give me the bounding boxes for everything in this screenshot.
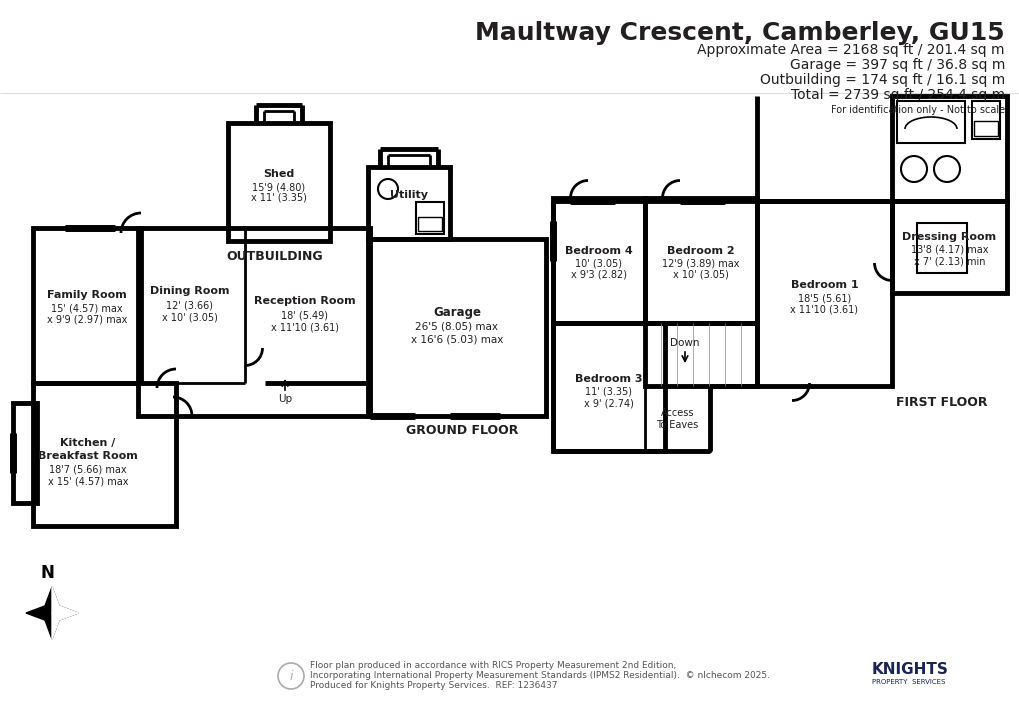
Text: x 7' (2.13) min: x 7' (2.13) min xyxy=(913,257,984,267)
Bar xyxy=(33,228,141,383)
Text: For identification only - Not to scale: For identification only - Not to scale xyxy=(830,105,1004,115)
Bar xyxy=(368,167,449,239)
Text: x 9' (2.74): x 9' (2.74) xyxy=(584,398,634,408)
Text: Garage: Garage xyxy=(433,306,481,319)
Text: x 16'6 (5.03) max: x 16'6 (5.03) max xyxy=(411,335,502,345)
Text: x 9'9 (2.97) max: x 9'9 (2.97) max xyxy=(47,314,127,324)
Text: 15' (4.57) max: 15' (4.57) max xyxy=(51,304,122,314)
Text: Produced for Knights Property Services.  REF: 1236437: Produced for Knights Property Services. … xyxy=(310,681,557,691)
Bar xyxy=(892,96,1006,201)
Text: Garage = 397 sq ft / 36.8 sq m: Garage = 397 sq ft / 36.8 sq m xyxy=(789,58,1004,72)
Text: x 10' (3.05): x 10' (3.05) xyxy=(162,312,218,322)
Bar xyxy=(971,101,999,139)
Text: Approximate Area = 2168 sq ft / 201.4 sq m: Approximate Area = 2168 sq ft / 201.4 sq… xyxy=(697,43,1004,57)
Text: Dressing Room: Dressing Room xyxy=(902,232,996,242)
Bar xyxy=(756,201,892,386)
Text: 12'9 (3.89) max: 12'9 (3.89) max xyxy=(661,259,739,268)
Text: 12' (3.66): 12' (3.66) xyxy=(166,300,213,310)
Bar xyxy=(138,228,370,416)
Text: Incorporating International Property Measurement Standards (IPMS2 Residential). : Incorporating International Property Mea… xyxy=(310,671,769,681)
Polygon shape xyxy=(52,613,77,639)
Bar xyxy=(33,383,176,526)
Text: Bedroom 2: Bedroom 2 xyxy=(666,245,734,255)
Text: Bedroom 3: Bedroom 3 xyxy=(575,374,642,384)
Text: Reception Room: Reception Room xyxy=(254,296,356,306)
Text: FIRST FLOOR: FIRST FLOOR xyxy=(896,397,986,410)
Bar xyxy=(644,198,756,323)
Text: KNIGHTS: KNIGHTS xyxy=(871,661,948,676)
Bar xyxy=(892,201,1006,293)
Text: 26'5 (8.05) max: 26'5 (8.05) max xyxy=(415,322,498,332)
Bar xyxy=(13,403,37,503)
Bar xyxy=(644,323,756,386)
Text: Total = 2739 sq ft / 254.4 sq m: Total = 2739 sq ft / 254.4 sq m xyxy=(790,88,1004,102)
Text: Utility: Utility xyxy=(389,190,428,200)
Text: 18'7 (5.66) max: 18'7 (5.66) max xyxy=(49,465,126,475)
Text: 13'8 (4.17) max: 13'8 (4.17) max xyxy=(910,245,987,255)
Text: Dining Room: Dining Room xyxy=(150,286,229,296)
Text: OUTBUILDING: OUTBUILDING xyxy=(226,249,323,262)
Polygon shape xyxy=(52,587,77,613)
Text: x 9'3 (2.82): x 9'3 (2.82) xyxy=(571,270,627,280)
Text: Floor plan produced in accordance with RICS Property Measurement 2nd Edition,: Floor plan produced in accordance with R… xyxy=(310,661,676,671)
Text: 18' (5.49): 18' (5.49) xyxy=(281,310,328,320)
Text: Kitchen /: Kitchen / xyxy=(60,438,115,448)
Text: PROPERTY  SERVICES: PROPERTY SERVICES xyxy=(871,679,945,685)
Text: 11' (3.35): 11' (3.35) xyxy=(585,387,632,397)
Text: Family Room: Family Room xyxy=(47,291,126,301)
Bar xyxy=(228,123,330,241)
Text: Down: Down xyxy=(669,338,699,348)
Bar xyxy=(644,386,709,451)
Bar xyxy=(916,223,966,273)
Bar xyxy=(896,101,964,143)
Text: 18'5 (5.61): 18'5 (5.61) xyxy=(797,293,850,304)
Text: x 10' (3.05): x 10' (3.05) xyxy=(673,270,729,280)
Text: Maultway Crescent, Camberley, GU15: Maultway Crescent, Camberley, GU15 xyxy=(475,21,1004,45)
Text: N: N xyxy=(40,564,54,582)
Text: x 11' (3.35): x 11' (3.35) xyxy=(251,193,307,203)
Bar xyxy=(552,198,644,323)
Text: GROUND FLOOR: GROUND FLOOR xyxy=(406,425,518,438)
Text: Bedroom 4: Bedroom 4 xyxy=(565,245,632,255)
Text: i: i xyxy=(289,670,292,683)
Text: Outbuilding = 174 sq ft / 16.1 sq m: Outbuilding = 174 sq ft / 16.1 sq m xyxy=(759,73,1004,87)
Text: Shed: Shed xyxy=(263,169,294,179)
Text: x 11'10 (3.61): x 11'10 (3.61) xyxy=(271,323,338,333)
Text: To Eaves: To Eaves xyxy=(656,420,698,430)
Text: x 15' (4.57) max: x 15' (4.57) max xyxy=(48,477,128,487)
Polygon shape xyxy=(25,587,77,639)
Text: 10' (3.05): 10' (3.05) xyxy=(575,259,622,268)
Text: Access: Access xyxy=(660,409,694,418)
Text: x 11'10 (3.61): x 11'10 (3.61) xyxy=(790,304,858,314)
Bar xyxy=(552,323,664,451)
Text: 15'9 (4.80): 15'9 (4.80) xyxy=(252,182,306,192)
Bar xyxy=(973,121,997,136)
Text: Bedroom 1: Bedroom 1 xyxy=(790,280,857,291)
Text: Up: Up xyxy=(277,394,291,404)
Bar xyxy=(416,202,443,234)
Text: Breakfast Room: Breakfast Room xyxy=(38,451,138,461)
Bar xyxy=(418,217,441,231)
Bar xyxy=(368,239,545,416)
